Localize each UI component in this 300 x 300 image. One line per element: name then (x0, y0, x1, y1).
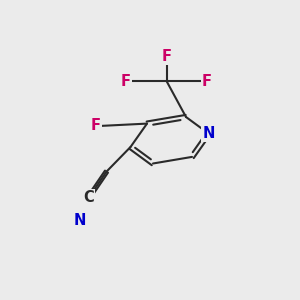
Text: F: F (202, 74, 212, 88)
Text: N: N (202, 126, 215, 141)
Text: N: N (73, 213, 86, 228)
Text: F: F (91, 118, 101, 134)
Text: F: F (121, 74, 131, 88)
Text: C: C (83, 190, 94, 206)
Text: F: F (161, 49, 172, 64)
